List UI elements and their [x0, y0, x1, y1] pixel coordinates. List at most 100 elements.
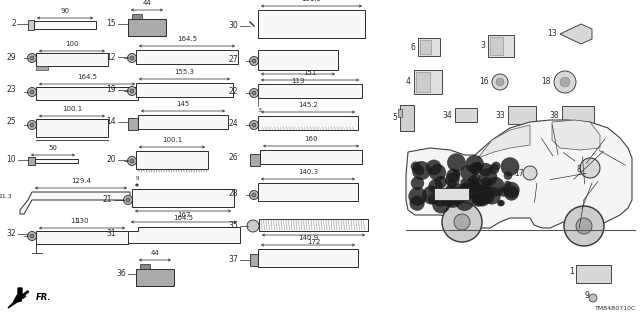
Bar	[140, 264, 150, 269]
Circle shape	[560, 77, 570, 87]
Circle shape	[580, 158, 600, 178]
Text: 145.2: 145.2	[298, 102, 318, 108]
Bar	[258, 183, 358, 201]
Bar	[250, 154, 260, 166]
Circle shape	[470, 162, 483, 175]
Text: FR.: FR.	[36, 293, 51, 302]
Text: 3: 3	[480, 41, 485, 50]
Circle shape	[30, 90, 34, 94]
Text: 164.5: 164.5	[177, 36, 197, 42]
Text: 19: 19	[106, 85, 116, 94]
Circle shape	[479, 163, 493, 176]
Circle shape	[247, 220, 259, 232]
Text: 90: 90	[61, 8, 70, 14]
Circle shape	[127, 54, 136, 63]
Circle shape	[479, 168, 497, 187]
Circle shape	[408, 187, 427, 206]
Text: 23: 23	[6, 85, 16, 94]
Circle shape	[460, 185, 473, 198]
Circle shape	[445, 173, 460, 187]
Circle shape	[250, 56, 259, 65]
Circle shape	[250, 190, 259, 199]
Bar	[414, 70, 442, 94]
Text: 10: 10	[6, 155, 16, 165]
Text: 24: 24	[228, 120, 238, 129]
Bar	[398, 109, 402, 117]
Text: 172: 172	[307, 239, 320, 245]
Circle shape	[426, 160, 442, 175]
Text: 34: 34	[442, 110, 452, 120]
Bar	[36, 231, 128, 244]
Circle shape	[127, 157, 136, 166]
Circle shape	[428, 194, 438, 204]
Text: 36: 36	[116, 270, 126, 278]
Circle shape	[429, 164, 446, 181]
Circle shape	[504, 181, 511, 188]
Circle shape	[445, 185, 456, 195]
Bar	[136, 50, 238, 64]
Text: 130: 130	[76, 218, 89, 224]
Circle shape	[449, 183, 469, 203]
Text: 30: 30	[228, 21, 238, 31]
Polygon shape	[560, 24, 592, 44]
Text: 21: 21	[102, 196, 112, 204]
Polygon shape	[478, 125, 530, 158]
Circle shape	[492, 74, 508, 90]
Circle shape	[30, 123, 34, 127]
Text: 25: 25	[6, 117, 16, 127]
Polygon shape	[406, 120, 632, 228]
Circle shape	[476, 185, 493, 201]
Circle shape	[458, 183, 476, 201]
Circle shape	[444, 189, 462, 208]
Circle shape	[411, 176, 424, 190]
Circle shape	[252, 59, 256, 63]
Polygon shape	[20, 192, 130, 214]
Bar	[562, 106, 594, 124]
Bar	[434, 188, 469, 200]
Circle shape	[483, 187, 501, 204]
Text: 14: 14	[106, 117, 116, 127]
Text: 37: 37	[228, 256, 238, 264]
Text: 113: 113	[291, 78, 305, 84]
Circle shape	[434, 195, 446, 207]
Polygon shape	[128, 227, 240, 243]
Circle shape	[30, 234, 34, 238]
Bar	[36, 53, 108, 66]
Circle shape	[503, 182, 520, 198]
Text: 151: 151	[303, 70, 317, 76]
Bar	[136, 83, 233, 97]
Bar	[138, 115, 228, 129]
Bar	[258, 50, 338, 70]
Bar	[36, 87, 138, 100]
Bar	[455, 108, 477, 122]
Text: 167: 167	[177, 212, 191, 218]
Circle shape	[576, 218, 592, 234]
Circle shape	[554, 71, 576, 93]
Circle shape	[411, 161, 421, 172]
Bar	[250, 254, 258, 266]
Circle shape	[504, 186, 519, 201]
Circle shape	[446, 187, 465, 205]
Bar	[128, 19, 166, 36]
Circle shape	[432, 196, 450, 213]
Text: 2: 2	[12, 19, 16, 28]
Circle shape	[250, 121, 259, 130]
Text: 11.3: 11.3	[0, 194, 12, 199]
Circle shape	[252, 123, 256, 127]
Circle shape	[472, 179, 488, 195]
Circle shape	[496, 78, 504, 86]
Text: 140.3: 140.3	[298, 169, 318, 175]
Text: 38: 38	[549, 110, 559, 120]
Text: TM84B0710C: TM84B0710C	[595, 306, 636, 311]
Bar	[132, 189, 234, 207]
Circle shape	[460, 179, 467, 185]
Circle shape	[130, 159, 134, 163]
Text: 6: 6	[410, 42, 415, 51]
Circle shape	[479, 192, 487, 200]
Text: 16: 16	[479, 78, 489, 86]
Text: 9: 9	[584, 291, 589, 300]
Text: 33: 33	[495, 110, 505, 120]
Bar	[258, 10, 365, 38]
Circle shape	[523, 166, 537, 180]
Circle shape	[130, 56, 134, 60]
